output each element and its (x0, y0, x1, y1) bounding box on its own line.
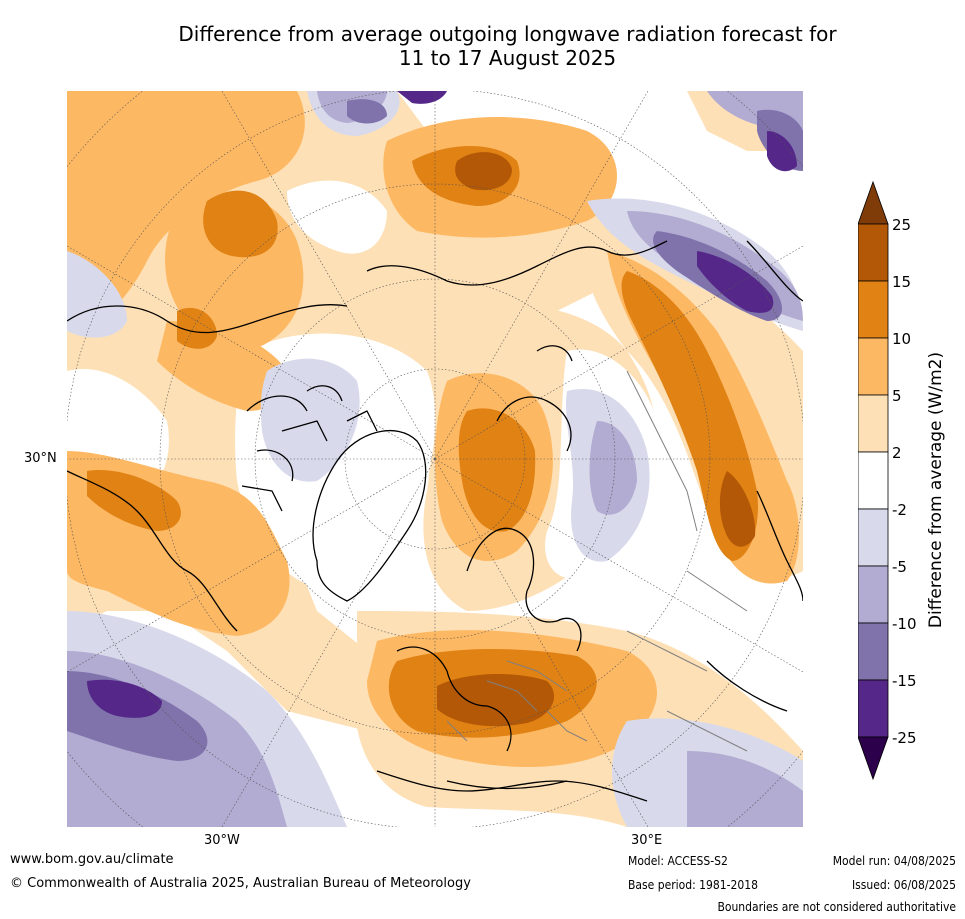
footer-issued: Issued: 06/08/2025 (851, 878, 956, 892)
asia-east-coast (706, 240, 803, 712)
map-svg (67, 91, 803, 827)
anomaly-neg-15-25-fields (87, 91, 797, 718)
lon-label-30w: 30°W (204, 833, 240, 848)
colorbar-box-m25-m15 (858, 679, 889, 738)
colorbar-box-m10-m5 (858, 565, 889, 624)
footer-model-run: Model run: 04/08/2025 (832, 854, 956, 868)
colorbar-tick-labels: 25 15 10 5 2 -2 -5 -10 -15 -25 (892, 216, 917, 747)
map-title: Difference from average outgoing longwav… (60, 22, 955, 70)
colorbar-extend-under (858, 736, 889, 781)
colorbar-box-m15-m10 (858, 622, 889, 681)
eurasia-arctic-coast (366, 240, 668, 452)
graticule (67, 91, 803, 827)
colorbar-box-m2-2 (858, 451, 889, 510)
mediterranean-coast (376, 770, 648, 802)
title-line-1: Difference from average outgoing longwav… (178, 22, 837, 46)
colorbar-tick-label: -10 (892, 615, 917, 633)
title-line-2: 11 to 17 August 2025 (398, 46, 617, 70)
colorbar-boxes (858, 180, 889, 781)
north-america-coast (67, 304, 348, 632)
greenland-coast (312, 429, 427, 602)
lon-label-30e: 30°E (631, 833, 663, 848)
colorbar-box-10-15 (858, 280, 889, 339)
coastlines (67, 240, 803, 802)
colorbar-tick-label: -15 (892, 672, 917, 690)
europe-coast (396, 527, 582, 790)
footer-disclaimer: Boundaries are not considered authoritat… (717, 900, 956, 914)
colorbar-tick-label: 5 (892, 387, 902, 405)
colorbar-box-m5-m2 (858, 508, 889, 567)
colorbar-box-2-5 (858, 394, 889, 453)
colorbar-tick-label: 15 (892, 273, 911, 291)
colorbar-label: Difference from average (W/m2) (926, 351, 946, 629)
colorbar-box-15-25 (858, 223, 889, 282)
anomaly-15-25-fields (437, 152, 756, 727)
colorbar-tick-label: 10 (892, 330, 911, 348)
canadian-arctic-coast (241, 385, 378, 512)
colorbar-extend-over (858, 180, 889, 225)
colorbar: 25 15 10 5 2 -2 -5 -10 -15 -25 (858, 180, 917, 781)
country-borders (446, 370, 748, 752)
colorbar-tick-label: -25 (892, 729, 917, 747)
colorbar-box-5-10 (858, 337, 889, 396)
footer-copyright: © Commonwealth of Australia 2025, Austra… (10, 876, 471, 891)
footer-website: www.bom.gov.au/climate (10, 852, 174, 867)
footer-model: Model: ACCESS-S2 (628, 854, 728, 868)
footer-base-period: Base period: 1981-2018 (628, 878, 759, 892)
colorbar-tick-label: 25 (892, 216, 911, 234)
colorbar-tick-label: 2 (892, 444, 902, 462)
lat-label-30n: 30°N (24, 451, 57, 466)
colorbar-tick-label: -5 (892, 558, 907, 576)
colorbar-tick-label: -2 (892, 501, 907, 519)
anomaly-map (67, 91, 803, 827)
